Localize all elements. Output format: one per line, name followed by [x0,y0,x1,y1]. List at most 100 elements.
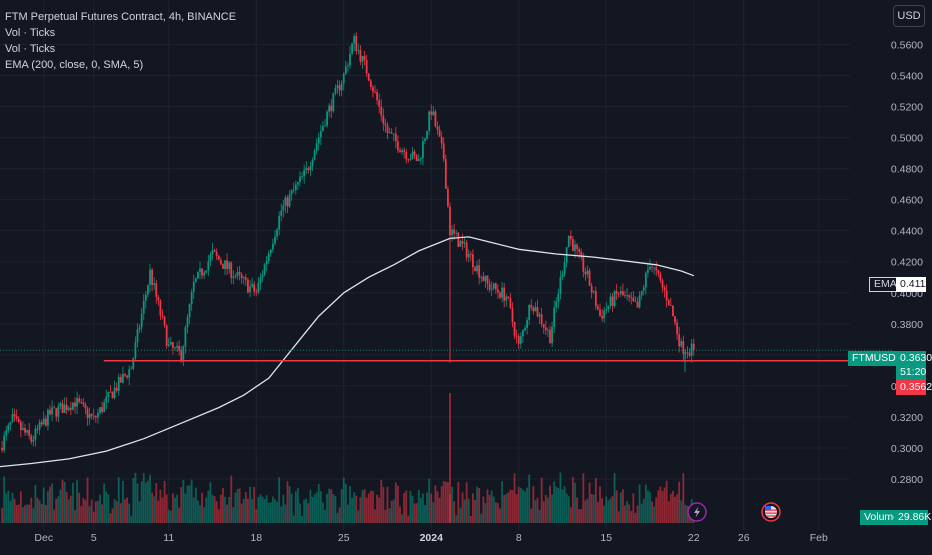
volume-bar [161,497,164,523]
candle-body [61,403,64,413]
volume-bar [211,495,214,523]
volume-bar [26,504,28,523]
candle-body [44,418,47,426]
y-axis[interactable]: 0.5600 0.5400 0.5200 0.5000 0.4800 0.4600 0.44… [891,39,923,486]
candle-body [476,265,478,272]
volume-bar [153,496,156,523]
candle-body [651,266,653,268]
candle-body [347,65,349,67]
indicator-volume-1[interactable]: Vol · Ticks [5,27,56,39]
volume-bar [388,508,391,523]
volume-bar [669,493,672,523]
volume-bar [617,511,620,523]
candle-body [290,190,293,195]
candle-body [328,105,331,112]
volume-bar [659,486,662,523]
volume-bar [465,482,468,523]
symbol-name-tag: FTMUSD.P [848,351,910,366]
candle-body [674,316,676,323]
volume-bar [332,493,335,523]
candle-body [126,375,128,378]
candle-body [192,281,195,293]
volume-bar [128,503,131,523]
volume-bar [399,506,401,523]
candle-body [613,291,616,307]
volume-bar [663,487,666,523]
candle-body [624,295,626,297]
currency-button[interactable]: USD [893,5,925,27]
volume-bar [386,486,389,523]
candle-body [228,262,231,269]
volume-bar [413,503,416,523]
candle-body [247,279,249,293]
candle-body [205,270,208,273]
candle-body [424,138,426,142]
candle-body [359,50,362,62]
volume-bar [22,507,24,523]
volume-bar [634,512,637,523]
volume-bar [424,505,426,523]
candle-body [426,130,428,139]
volume-bar [263,499,266,523]
candle-body [330,105,333,112]
volume-bar [286,481,289,523]
volume-bar [272,496,274,523]
us-flag-icon[interactable] [761,502,781,522]
volume-bar [230,475,233,523]
volume-bar [436,491,439,523]
candle-body [647,269,649,273]
volume-bar [201,492,203,523]
indicator-volume-2[interactable]: Vol · Ticks [5,43,56,55]
indicator-ema[interactable]: EMA (200, close, 0, SMA, 5) [5,59,144,71]
candle-body [465,242,468,258]
volume-bar [338,507,341,523]
volume-bar [315,492,318,523]
candle-body [53,407,56,409]
candle-body [601,316,603,319]
candle-body [180,350,183,362]
symbol-title[interactable]: FTM Perpetual Futures Contract, 4h, BINA… [5,11,237,23]
volume-bar [115,501,118,523]
volume-bar [194,487,197,523]
candle-body [680,341,683,347]
candle-body [128,369,131,378]
volume-bar [319,491,322,523]
volume-bar [563,486,566,523]
volume-bar [205,497,208,523]
volume-bar [476,486,478,523]
candle-body [438,129,441,137]
volume-bar [49,486,51,523]
candle-body [553,307,556,328]
volume-bar [392,499,395,523]
candle-body [292,189,295,191]
candle-body [390,132,393,134]
volume-bar [297,487,299,523]
volume-bar [282,494,285,523]
candle-body [572,239,574,251]
candle-body [467,253,470,258]
volume-bar [326,493,328,523]
candle-body [57,406,60,417]
candle-body [394,133,397,142]
volume-bar [67,499,70,523]
y-tick-label: 0.5600 [891,39,923,51]
volume-bar [167,509,170,523]
volume-bar [478,488,481,523]
candle-body [340,83,343,91]
candle-body [32,439,35,442]
volume-bar [265,495,268,523]
volume-bar [105,491,108,523]
volume-bar [542,501,545,523]
volume-bar [405,490,408,523]
candle-body [417,159,420,162]
volume-bar [313,494,316,523]
lightning-icon[interactable] [687,502,707,522]
candle-body [274,236,276,244]
volume-bar [422,493,424,523]
volume-bar [649,492,651,523]
volume-bar [472,493,474,523]
x-axis[interactable]: Dec 5 11 18 25 2024 8 15 22 26 Feb [34,532,828,544]
volume-bar [251,499,253,523]
volume-bar [463,499,466,523]
